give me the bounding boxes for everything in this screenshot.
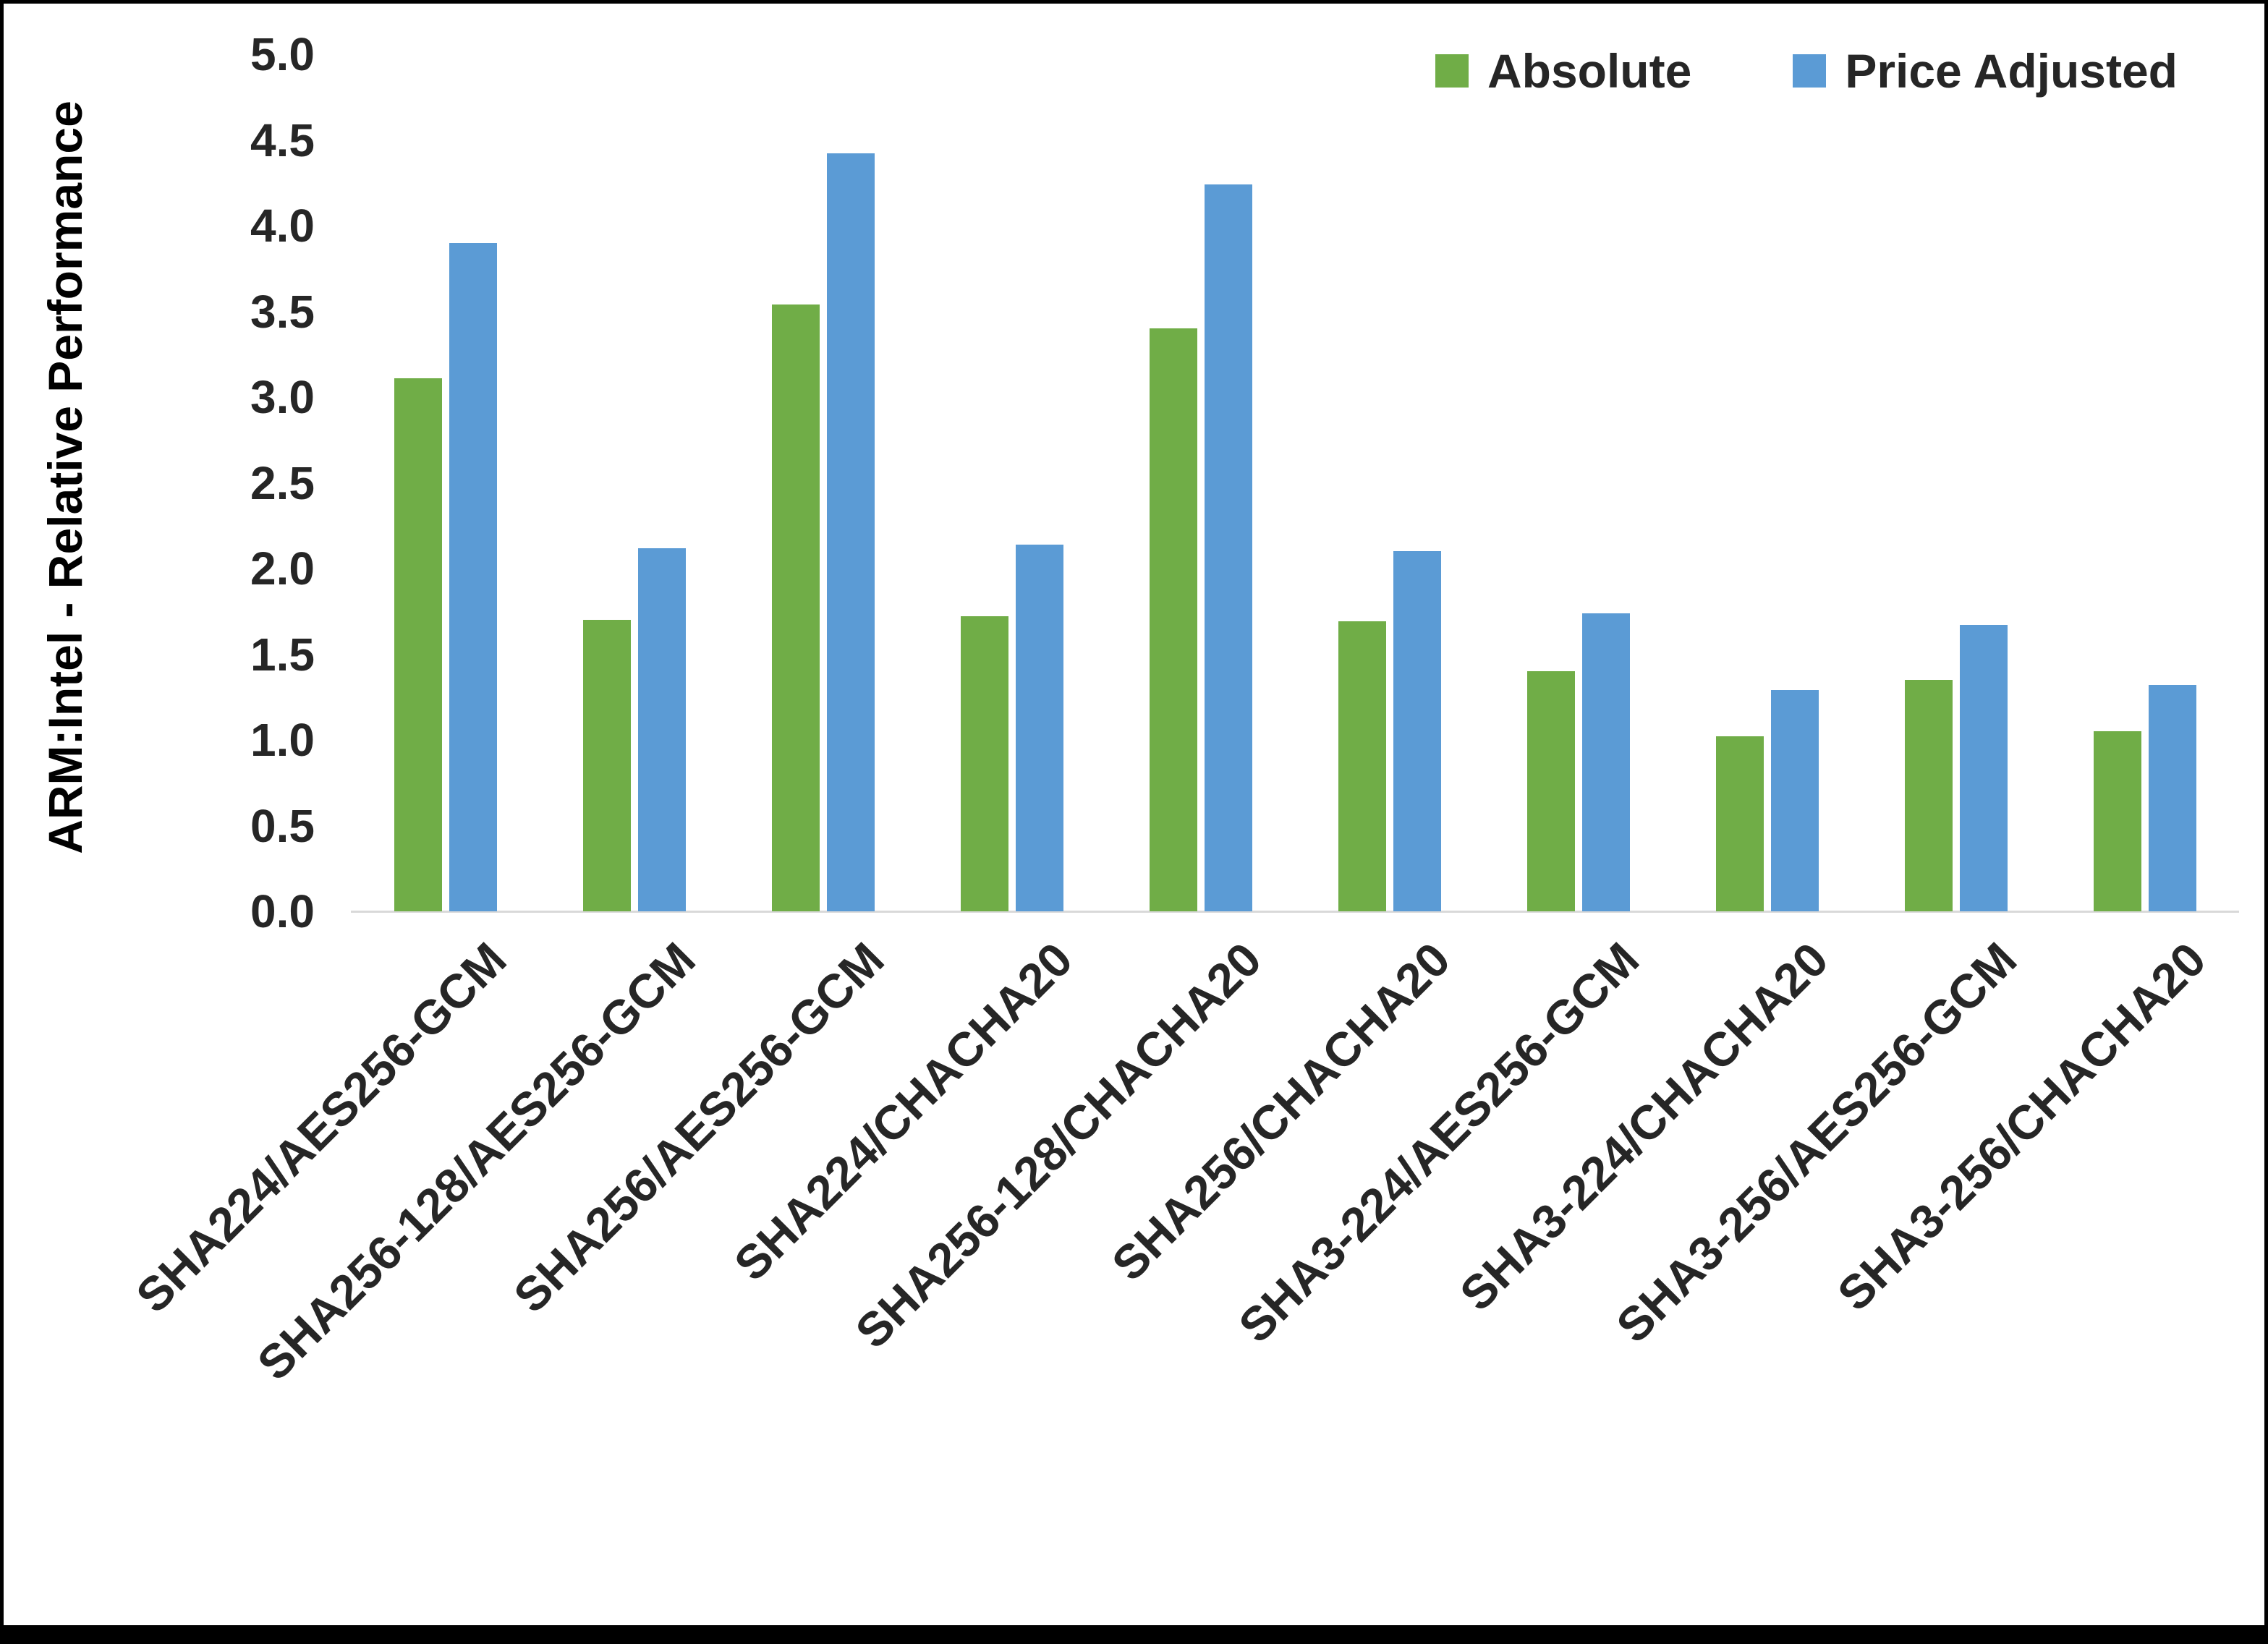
bar-absolute <box>771 304 820 911</box>
x-category-label: SHA224/CHACHA20 <box>723 932 1083 1291</box>
legend-swatch-icon <box>1435 54 1469 88</box>
x-axis-line <box>351 911 2239 913</box>
y-tick-label: 2.0 <box>250 542 315 595</box>
y-tick-label: 1.5 <box>250 628 315 681</box>
y-tick-label: 0.0 <box>250 885 315 937</box>
bar-price-adjusted <box>1770 690 1819 911</box>
plot-area <box>351 54 2239 913</box>
bar-price-adjusted <box>637 548 686 911</box>
bar-price-adjusted <box>2148 685 2196 911</box>
y-tick-label: 4.5 <box>250 114 315 166</box>
y-tick-label: 1.0 <box>250 714 315 766</box>
bar-absolute <box>2093 731 2141 911</box>
y-tick-label: 0.5 <box>250 799 315 852</box>
bar-price-adjusted <box>449 242 497 911</box>
legend-item-absolute: Absolute <box>1435 43 1691 98</box>
bar-price-adjusted <box>1959 625 2008 911</box>
bar-absolute <box>960 616 1008 911</box>
y-tick-label: 3.0 <box>250 371 315 423</box>
y-tick-label: 3.5 <box>250 285 315 338</box>
y-axis-tick-labels: 0.0 0.5 1.0 1.5 2.0 2.5 3.0 3.5 4.0 4.5 5.0 <box>4 28 326 937</box>
bar-absolute <box>394 378 442 911</box>
y-tick-label: 2.5 <box>250 456 315 509</box>
bar-price-adjusted <box>1015 544 1063 911</box>
bar-price-adjusted <box>826 153 875 911</box>
x-category-label: SHA3-256/AES256-GCM <box>1606 932 2027 1353</box>
y-tick-label: 4.0 <box>250 200 315 252</box>
bar-price-adjusted <box>1581 613 1630 911</box>
x-category-label: SHA3-224/CHACHA20 <box>1449 932 1838 1321</box>
bar-absolute <box>1715 736 1764 911</box>
y-tick-label: 5.0 <box>250 28 315 80</box>
legend-item-price-adjusted: Price Adjusted <box>1793 43 2178 98</box>
x-category-label: SHA256/CHACHA20 <box>1101 932 1461 1291</box>
bar-price-adjusted <box>1393 551 1441 911</box>
x-category-label: SHA224/AES256-GCM <box>125 932 517 1323</box>
bar-absolute <box>1526 671 1575 911</box>
x-category-label: SHA3-256/CHACHA20 <box>1827 932 2216 1321</box>
legend-label: Price Adjusted <box>1845 44 2178 98</box>
legend-swatch-icon <box>1793 54 1827 88</box>
bar-absolute <box>582 620 631 911</box>
x-axis-category-labels: SHA224/AES256-GCM SHA256-128/AES256-GCM SH… <box>4 4 2264 1625</box>
x-category-label: SHA3-224/AES256-GCM <box>1228 932 1649 1353</box>
x-category-label: SHA256/AES256-GCM <box>503 932 894 1323</box>
bar-price-adjusted <box>1204 184 1252 911</box>
legend: Absolute Price Adjusted <box>1435 43 2178 98</box>
bar-absolute <box>1904 680 1953 911</box>
bar-absolute <box>1338 621 1386 911</box>
legend-label: Absolute <box>1487 44 1692 98</box>
bar-absolute <box>1149 328 1197 911</box>
